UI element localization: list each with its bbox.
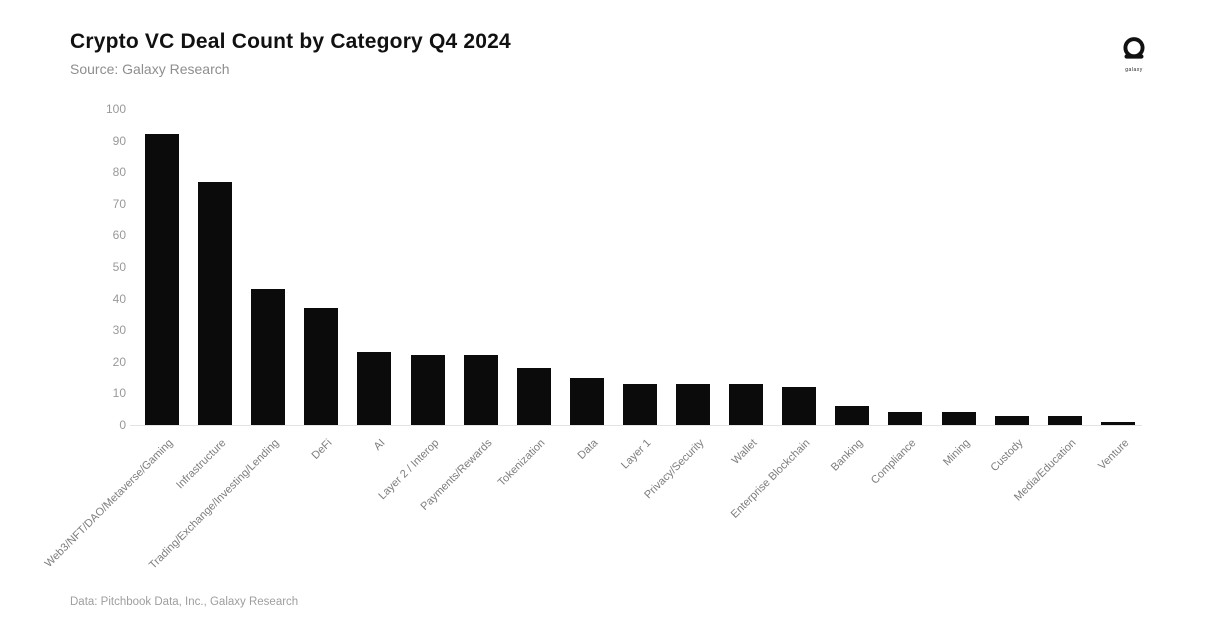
bar [357,352,392,425]
bar [676,384,710,425]
bar [729,384,764,425]
y-axis-tick-label: 10 [112,386,126,401]
x-axis-category-label: Custody [988,437,1026,475]
y-axis-tick-label: 80 [112,165,126,180]
x-axis-category-label: Wallet [729,437,760,467]
bar [145,134,179,425]
galaxy-logo-label: galaxy [1125,67,1143,73]
x-axis-category-label: Mining [940,437,972,469]
x-axis-line [130,425,1142,426]
bar [782,387,817,425]
x-axis-category-label: Venture [1095,437,1132,473]
bar [1100,422,1135,425]
x-axis-category-label: AI [372,437,388,453]
bar [516,368,551,425]
galaxy-logo: galaxy [1117,36,1151,73]
x-axis-category-label: Banking [829,437,866,474]
y-axis-tick-label: 90 [112,133,126,148]
bar [1047,416,1082,425]
x-axis-category-label: Layer 1 [618,437,654,472]
bar [304,308,339,425]
bar [463,355,498,425]
bar [941,412,976,425]
x-axis-category-label: Compliance [869,437,919,487]
bar [835,406,870,425]
y-axis-tick-label: 70 [112,196,126,211]
galaxy-helmet-icon [1123,37,1145,59]
y-axis-tick-label: 60 [112,228,126,243]
x-axis-category-label: Tokenization [495,437,548,489]
y-axis-tick-label: 40 [112,291,126,306]
chart-subtitle: Source: Galaxy Research [70,61,230,77]
y-axis-tick-label: 50 [112,260,126,274]
y-axis-tick-label: 0 [119,418,126,432]
y-axis-tick-label: 30 [112,323,126,338]
bar [198,182,233,425]
bar [410,355,445,425]
bar [569,378,604,425]
x-axis-category-label: Web3/NFT/DAO/Metaverse/Gaming [42,437,176,570]
bar [994,416,1029,425]
x-axis-category-label: Infrastructure [174,437,229,492]
data-credit: Data: Pitchbook Data, Inc., Galaxy Resea… [70,596,299,608]
y-axis-tick-label: 100 [105,102,126,116]
bar [251,289,286,425]
chart-title: Crypto VC Deal Count by Category Q4 2024 [70,30,511,53]
y-axis-tick-label: 20 [112,354,126,369]
x-axis-category-label: DeFi [309,437,335,462]
x-axis-category-label: Data [575,437,601,462]
bar [888,412,923,425]
bar [622,384,657,425]
